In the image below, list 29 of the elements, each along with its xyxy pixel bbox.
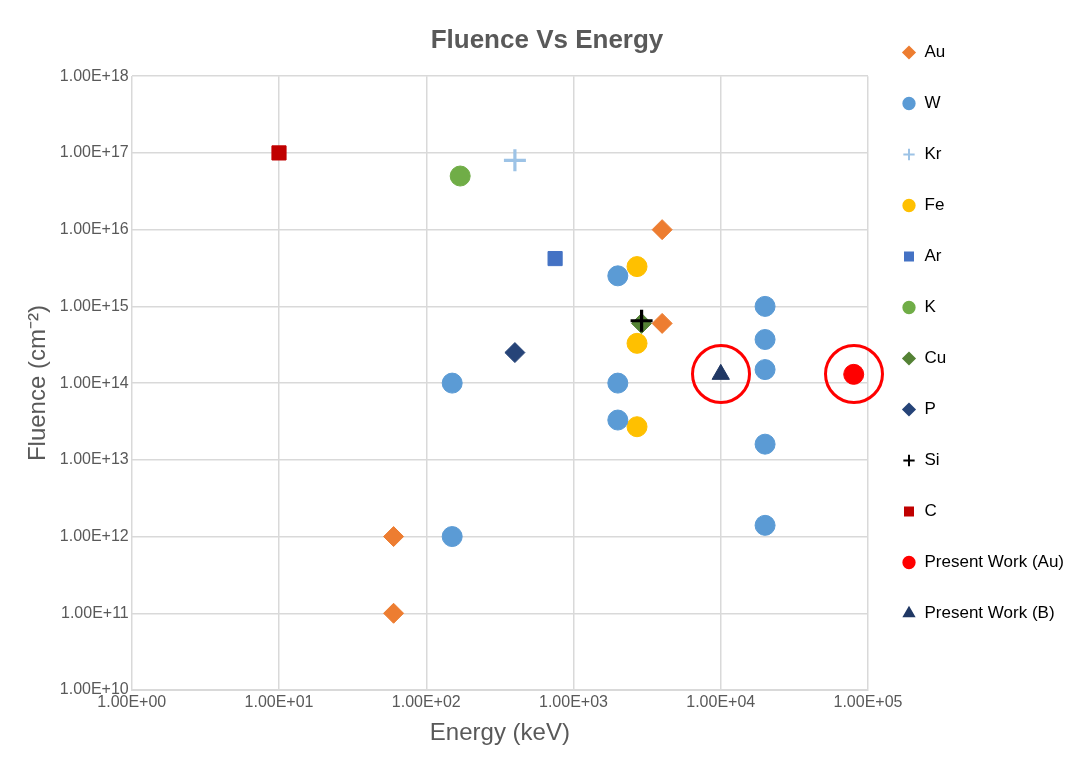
legend-label: Kr (924, 144, 942, 164)
y-tick-label: 1.00E+12 (59, 526, 129, 544)
legend-label: Ar (924, 246, 942, 266)
legend-label: Si (924, 450, 940, 470)
y-tick-label: 1.00E+13 (59, 450, 129, 468)
x-tick-label: 1.00E+03 (539, 693, 609, 711)
legend-label: Fe (924, 195, 945, 215)
y-tick-label: 1.00E+11 (60, 603, 129, 621)
legend-label: C (924, 501, 937, 521)
x-axis-title: Energy (keV) (429, 718, 570, 746)
legend-label: W (924, 93, 941, 113)
x-tick-label: 1.00E+02 (391, 693, 461, 711)
legend-label: P (924, 399, 936, 419)
y-tick-label: 1.00E+18 (59, 66, 129, 84)
x-tick-label: 1.00E+01 (244, 693, 314, 711)
x-tick-label: 1.00E+00 (97, 693, 167, 711)
y-tick-label: 1.00E+15 (59, 296, 129, 314)
legend-label: Au (924, 42, 946, 62)
x-tick-label: 1.00E+04 (686, 693, 756, 711)
legend-label: Present Work (B) (924, 603, 1055, 623)
legend-label: Cu (924, 348, 947, 368)
chart-title: Fluence Vs Energy (430, 23, 664, 54)
y-tick-label: 1.00E+16 (59, 220, 129, 238)
legend-label: K (924, 297, 937, 317)
x-tick-label: 1.00E+05 (833, 693, 903, 711)
y-tick-label: 1.00E+14 (59, 373, 129, 391)
y-tick-label: 1.00E+17 (59, 143, 129, 161)
legend-label: Present Work (Au) (924, 552, 1065, 572)
y-axis-title: Fluence (cm⁻²) (23, 305, 51, 462)
